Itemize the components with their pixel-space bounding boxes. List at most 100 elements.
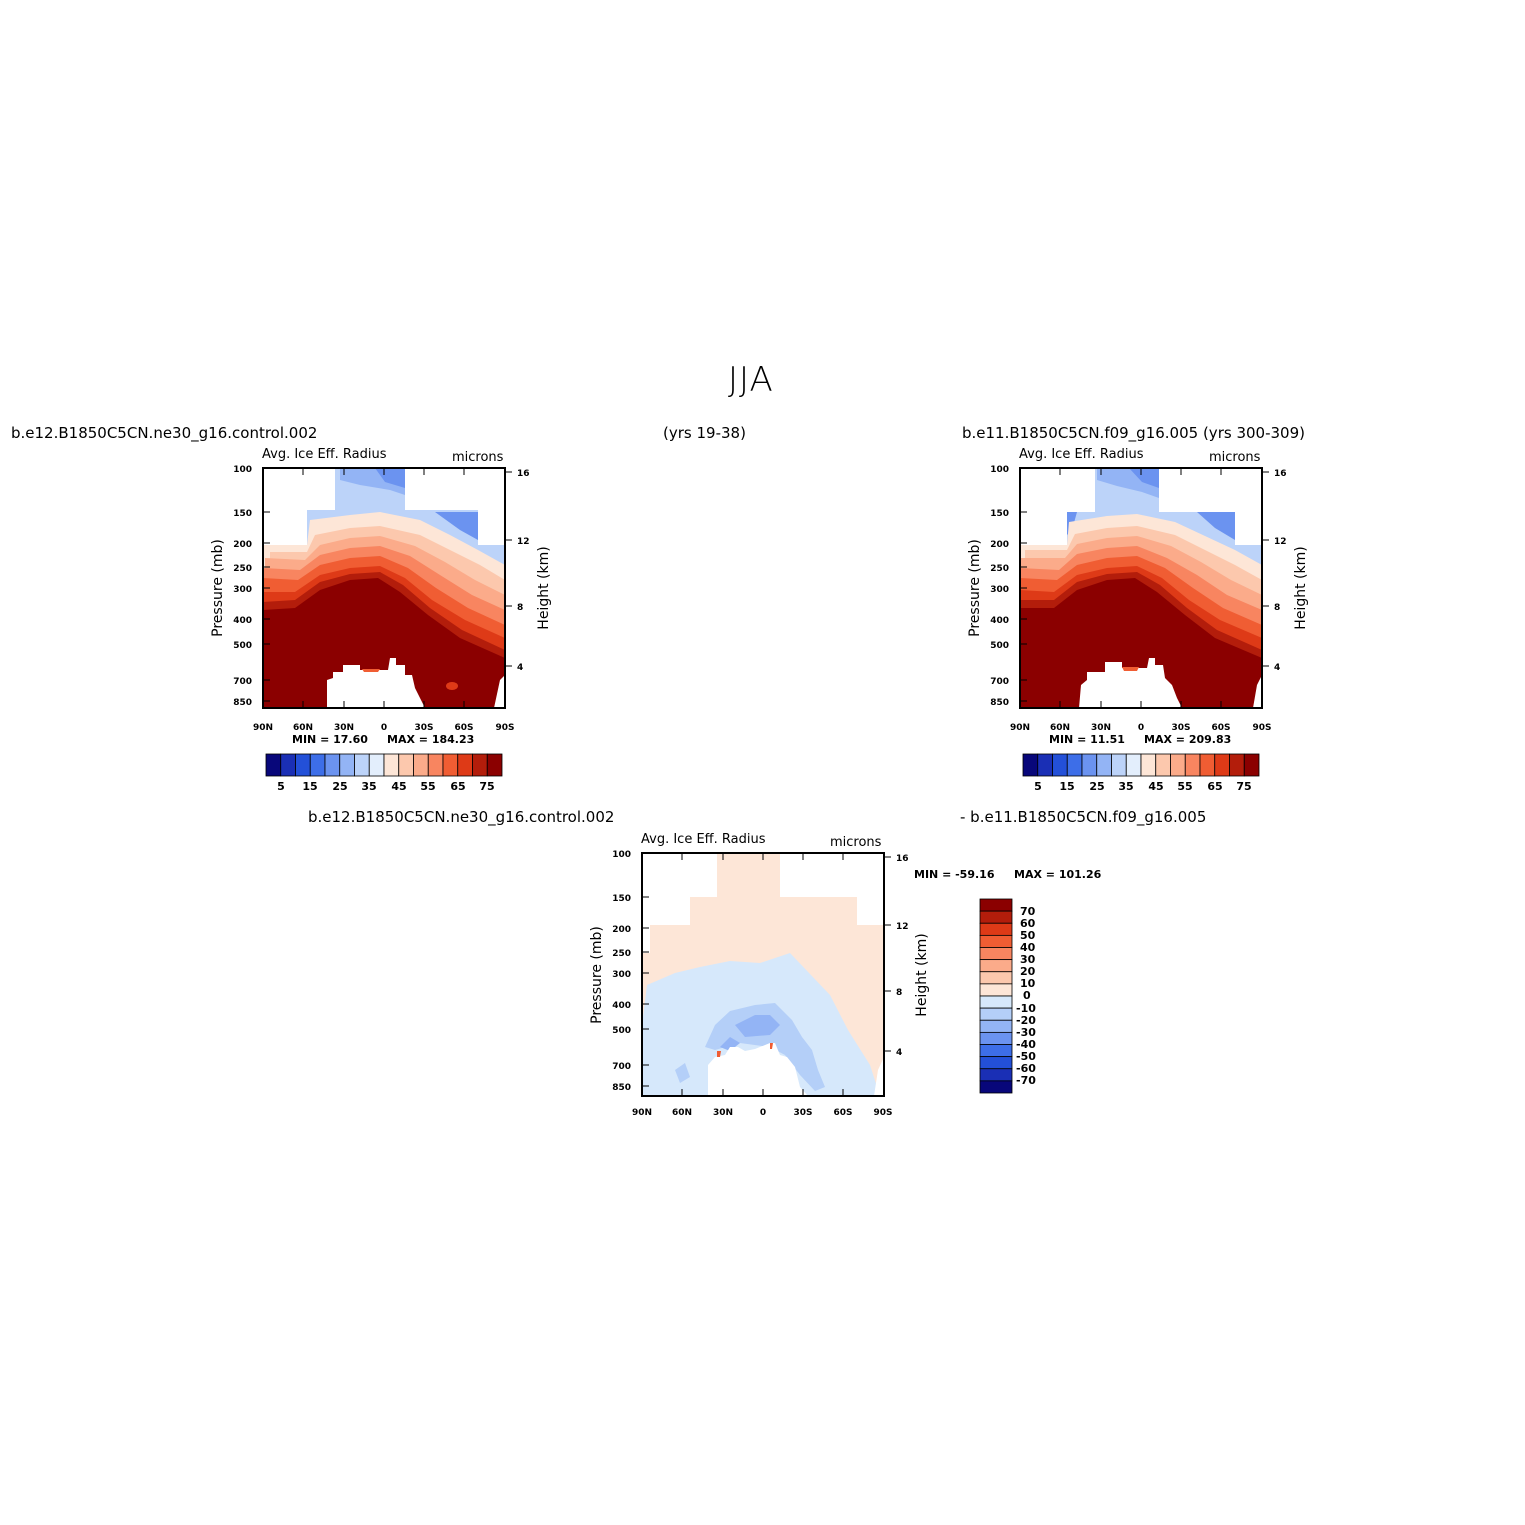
svg-text:60S: 60S [1211, 723, 1230, 733]
colorbar-swatch [472, 753, 488, 777]
colorbar-swatch [295, 753, 311, 777]
y-ticks-right: 16 12 8 4 [1262, 469, 1287, 673]
colorbar-swatch [1140, 753, 1157, 777]
panel-title: Avg. Ice Eff. Radius [1019, 447, 1144, 462]
y-axis-label-right: Height (km) [1293, 546, 1309, 629]
svg-text:8: 8 [517, 603, 523, 613]
y-axis-label: Pressure (mb) [210, 539, 226, 637]
svg-text:65: 65 [1207, 780, 1222, 793]
svg-text:300: 300 [990, 585, 1009, 595]
colorbar-swatch [979, 898, 1013, 912]
svg-text:15: 15 [1059, 780, 1074, 793]
svg-text:70: 70 [1020, 905, 1036, 918]
svg-text:35: 35 [361, 780, 376, 793]
case1-label: b.e12.B1850C5CN.ne30_g16.control.002 [11, 424, 318, 442]
panel-title: Avg. Ice Eff. Radius [262, 447, 387, 462]
svg-text:16: 16 [517, 469, 530, 479]
colorbar-swatch [398, 753, 414, 777]
colorbar-swatch [457, 753, 473, 777]
colorbar-swatch [1081, 753, 1098, 777]
svg-text:-40: -40 [1016, 1038, 1036, 1051]
colorbar-swatch [1066, 753, 1083, 777]
svg-text:90N: 90N [632, 1108, 652, 1118]
colorbar-swatch [1022, 753, 1039, 777]
colorbar-swatch [979, 959, 1013, 973]
max-label: MAX = 184.23 [387, 733, 474, 746]
colorbar-swatch [486, 753, 503, 777]
svg-text:500: 500 [233, 641, 252, 651]
colorbar-swatch [979, 910, 1013, 924]
svg-text:400: 400 [990, 616, 1009, 626]
page-title: JJA [728, 360, 774, 400]
colorbar-labels: 5 15 25 35 45 55 65 75 [277, 780, 494, 793]
svg-text:500: 500 [990, 641, 1009, 651]
colorbar-swatch [979, 971, 1013, 985]
colorbar-labels: 5 15 25 35 45 55 65 75 [1034, 780, 1251, 793]
min-label: MIN = -59.16 [914, 868, 995, 881]
colorbar-swatch [1214, 753, 1230, 777]
colorbar-swatch [339, 753, 355, 777]
svg-text:700: 700 [612, 1062, 631, 1072]
svg-text:12: 12 [517, 537, 530, 547]
colorbar-swatch [979, 995, 1013, 1009]
svg-text:150: 150 [990, 509, 1009, 519]
panel-units: microns [830, 835, 882, 850]
colorbar-swatch [979, 1068, 1013, 1082]
colorbar-swatch [324, 753, 341, 777]
colorbar-swatch [979, 947, 1013, 961]
svg-text:50: 50 [1020, 929, 1036, 942]
svg-text:150: 150 [233, 509, 252, 519]
colorbar-swatch [1199, 753, 1216, 777]
colorbar-swatch [413, 753, 429, 777]
svg-text:8: 8 [1274, 603, 1280, 613]
svg-text:700: 700 [990, 677, 1009, 687]
svg-text:60N: 60N [672, 1108, 692, 1118]
case2-label: b.e11.B1850C5CN.f09_g16.005 (yrs 300-309… [962, 424, 1305, 442]
svg-text:8: 8 [896, 988, 902, 998]
svg-text:65: 65 [450, 780, 465, 793]
svg-text:60S: 60S [454, 723, 473, 733]
svg-text:-70: -70 [1016, 1074, 1036, 1087]
svg-text:5: 5 [1034, 780, 1042, 793]
svg-text:60N: 60N [1050, 723, 1070, 733]
field-layers [642, 853, 884, 1096]
colorbar-swatch [309, 753, 326, 777]
colorbar-swatch [979, 934, 1013, 948]
colorbar-swatch [1184, 753, 1201, 777]
svg-text:250: 250 [233, 564, 252, 574]
y-axis-label: Pressure (mb) [589, 926, 605, 1024]
colorbar [1022, 753, 1260, 777]
colorbar-swatch [1229, 753, 1245, 777]
colorbar-swatch [1243, 753, 1260, 777]
colorbar-swatch [979, 922, 1013, 936]
panel-title: Avg. Ice Eff. Radius [641, 832, 766, 847]
panel-difference: Avg. Ice Eff. Radius microns 100 150 200… [589, 832, 1102, 1118]
svg-text:30N: 30N [1091, 723, 1111, 733]
x-ticks: 90N 60N 30N 0 30S 60S 90S [1010, 468, 1272, 733]
colorbar-swatch [1111, 753, 1127, 777]
svg-text:35: 35 [1118, 780, 1133, 793]
min-label: MIN = 17.60 [292, 733, 368, 746]
diff-label-right: - b.e11.B1850C5CN.f09_g16.005 [960, 808, 1207, 826]
colorbar-swatch [1155, 753, 1171, 777]
svg-text:45: 45 [1148, 780, 1163, 793]
colorbar-swatch [265, 753, 282, 777]
svg-text:30N: 30N [713, 1108, 733, 1118]
svg-text:16: 16 [1274, 469, 1287, 479]
svg-text:12: 12 [896, 922, 909, 932]
svg-text:20: 20 [1020, 965, 1036, 978]
svg-text:75: 75 [1236, 780, 1251, 793]
svg-text:30S: 30S [1171, 723, 1190, 733]
svg-text:700: 700 [233, 677, 252, 687]
svg-text:200: 200 [612, 925, 631, 935]
y-axis-label: Pressure (mb) [967, 539, 983, 637]
svg-text:45: 45 [391, 780, 406, 793]
svg-text:0: 0 [1138, 723, 1144, 733]
colorbar-swatch [1096, 753, 1112, 777]
x-ticks: 90N 60N 30N 0 30S 60S 90S [632, 853, 893, 1118]
svg-text:100: 100 [990, 465, 1009, 475]
colorbar-swatch [979, 1044, 1013, 1058]
y-ticks-left: 100 150 200 250 300 400 500 700 850 [990, 465, 1027, 708]
colorbar-swatch [979, 1080, 1013, 1094]
panel-units: microns [452, 450, 504, 465]
